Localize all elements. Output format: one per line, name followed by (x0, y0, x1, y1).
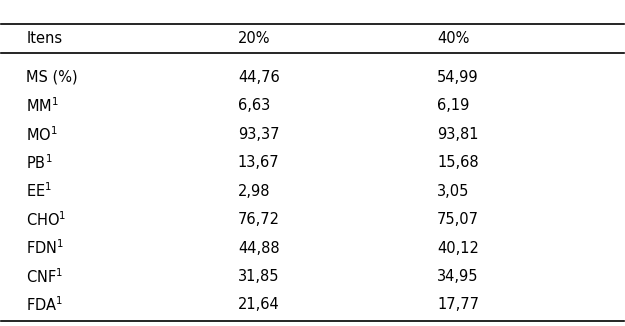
Text: 17,77: 17,77 (437, 297, 479, 312)
Text: 40%: 40% (437, 31, 469, 46)
Text: 75,07: 75,07 (437, 212, 479, 227)
Text: MM$^1$: MM$^1$ (26, 96, 59, 115)
Text: EE$^1$: EE$^1$ (26, 182, 52, 200)
Text: 31,85: 31,85 (238, 269, 279, 284)
Text: 3,05: 3,05 (437, 184, 469, 199)
Text: 76,72: 76,72 (238, 212, 280, 227)
Text: 40,12: 40,12 (437, 241, 479, 256)
Text: 44,76: 44,76 (238, 70, 279, 85)
Text: 6,19: 6,19 (437, 98, 469, 113)
Text: FDA$^1$: FDA$^1$ (26, 296, 64, 314)
Text: MS (%): MS (%) (26, 70, 78, 85)
Text: CHO$^1$: CHO$^1$ (26, 210, 67, 229)
Text: 44,88: 44,88 (238, 241, 279, 256)
Text: 13,67: 13,67 (238, 155, 279, 170)
Text: PB$^1$: PB$^1$ (26, 153, 52, 172)
Text: Itens: Itens (26, 31, 62, 46)
Text: MO$^1$: MO$^1$ (26, 125, 58, 143)
Text: CNF$^1$: CNF$^1$ (26, 267, 64, 286)
Text: 54,99: 54,99 (437, 70, 479, 85)
Text: 20%: 20% (238, 31, 271, 46)
Text: 21,64: 21,64 (238, 297, 279, 312)
Text: 93,81: 93,81 (437, 127, 479, 142)
Text: 6,63: 6,63 (238, 98, 270, 113)
Text: 15,68: 15,68 (437, 155, 479, 170)
Text: 34,95: 34,95 (437, 269, 479, 284)
Text: 93,37: 93,37 (238, 127, 279, 142)
Text: 2,98: 2,98 (238, 184, 271, 199)
Text: FDN$^1$: FDN$^1$ (26, 239, 64, 257)
